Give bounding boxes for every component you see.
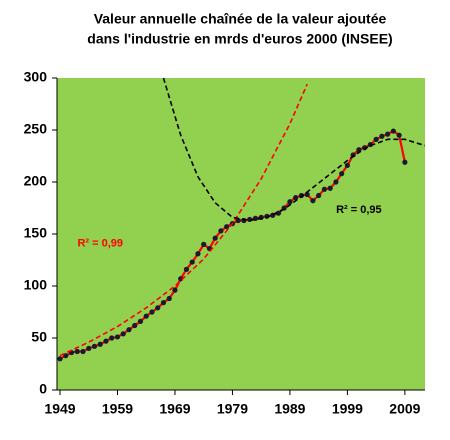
data-point	[235, 217, 241, 224]
data-point	[120, 331, 126, 337]
data-point	[212, 235, 218, 241]
data-point	[97, 341, 103, 347]
data-point	[57, 356, 63, 362]
data-point	[316, 192, 322, 199]
chart-title: dans l'industrie en mrds d'euros 2000 (I…	[87, 31, 392, 47]
x-tick-label: 1959	[102, 401, 133, 417]
data-point	[126, 327, 132, 333]
data-point	[195, 251, 201, 257]
data-point	[385, 131, 391, 137]
x-tick-label: 2009	[389, 401, 420, 417]
data-point	[114, 334, 121, 340]
data-point	[333, 179, 339, 185]
data-point	[327, 185, 333, 191]
data-point	[183, 266, 190, 272]
data-point	[132, 322, 138, 329]
data-point	[172, 287, 178, 293]
data-point	[373, 136, 379, 142]
data-point	[166, 295, 172, 302]
x-tick-label: 1949	[44, 401, 75, 417]
data-point	[201, 241, 207, 247]
data-point	[304, 191, 310, 198]
data-point	[91, 343, 98, 349]
data-point	[109, 335, 115, 341]
data-point	[396, 132, 402, 138]
chart-title: Valeur annuelle chaînée de la valeur ajo…	[94, 11, 387, 27]
data-point	[321, 186, 328, 192]
data-point	[310, 198, 316, 204]
trend-line	[162, 78, 425, 222]
trend-line	[59, 83, 308, 357]
plot-area	[57, 78, 425, 390]
data-point	[402, 159, 408, 165]
y-tick-label: 300	[24, 69, 48, 85]
data-point	[86, 345, 92, 351]
data-point	[137, 318, 144, 324]
data-point	[189, 259, 195, 265]
x-tick-label: 1999	[332, 401, 363, 417]
y-tick-label: 250	[24, 121, 48, 137]
y-tick-label: 50	[31, 329, 47, 345]
x-tick-label: 1979	[217, 401, 248, 417]
data-point	[339, 171, 345, 177]
data-point	[160, 300, 167, 306]
data-point	[143, 313, 149, 319]
x-tick-label: 1969	[159, 401, 190, 417]
data-point	[287, 199, 293, 205]
y-tick-label: 0	[39, 381, 47, 397]
data-point	[80, 348, 86, 355]
series-group	[57, 78, 425, 362]
data-point	[293, 195, 299, 201]
x-tick-label: 1989	[274, 401, 305, 417]
data-point	[390, 128, 396, 134]
annotation: R² = 0,95	[336, 204, 382, 216]
data-point	[155, 305, 161, 311]
data-point	[275, 210, 282, 216]
annotation: R² = 0,99	[77, 237, 123, 249]
y-tick-label: 100	[24, 277, 48, 293]
y-tick-label: 200	[24, 173, 48, 189]
data-point	[149, 309, 155, 315]
data-point	[218, 228, 224, 234]
data-point	[224, 224, 230, 230]
data-point	[379, 133, 385, 139]
data-point	[74, 348, 80, 355]
y-tick-label: 150	[24, 225, 48, 241]
data-point	[344, 162, 351, 168]
data-point	[103, 338, 109, 344]
